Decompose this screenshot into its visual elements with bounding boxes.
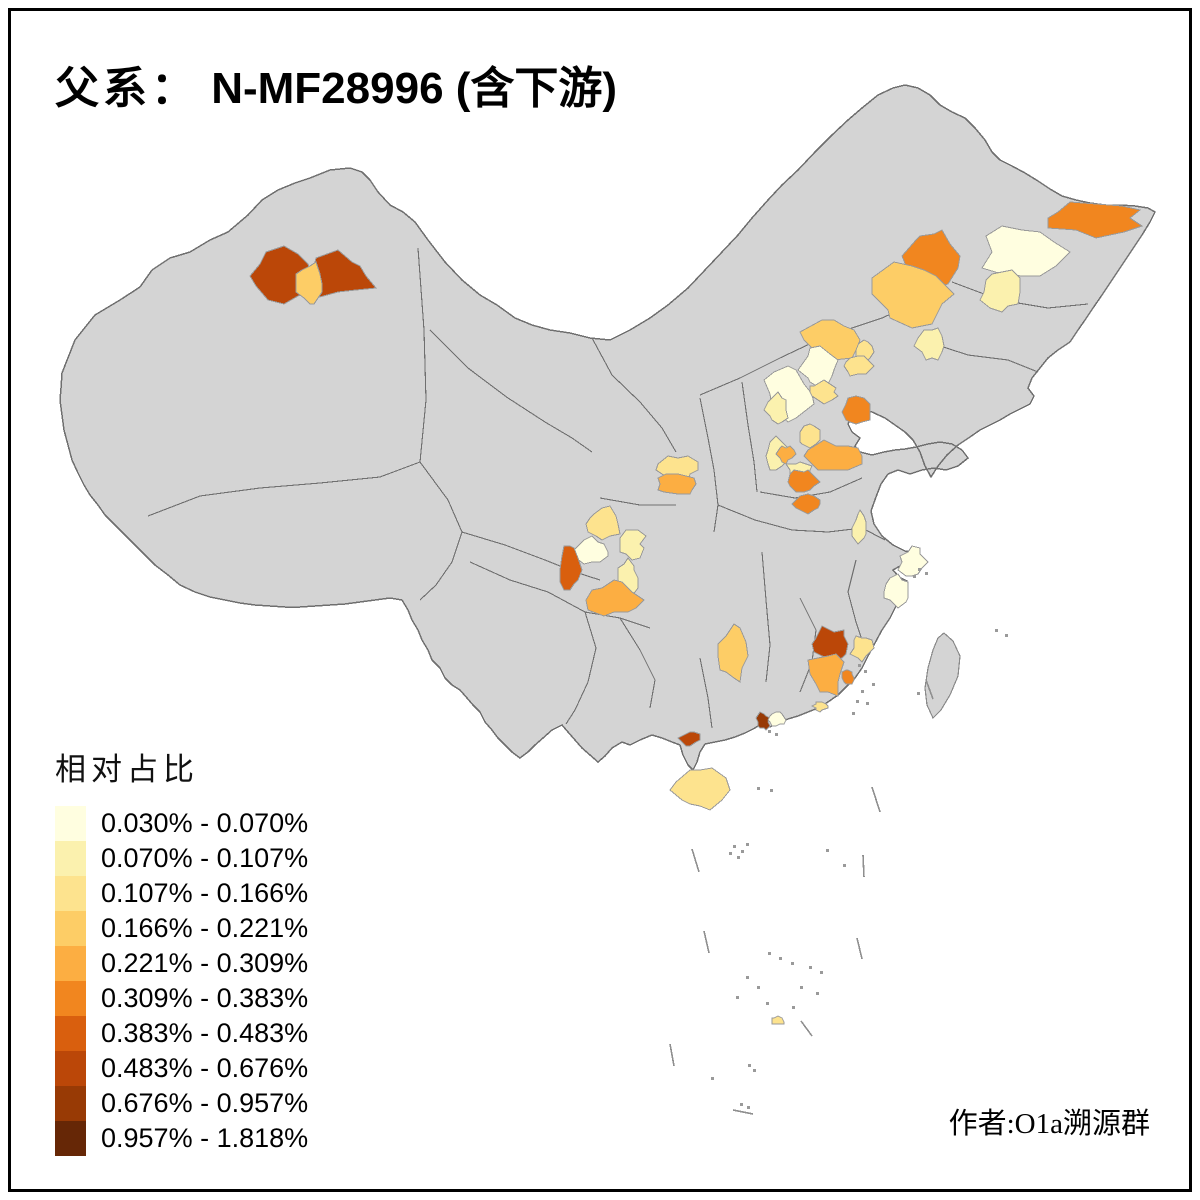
legend-rows: 0.030% - 0.070% 0.070% - 0.107% 0.107% - 0… bbox=[55, 806, 308, 1156]
legend-label: 0.166% - 0.221% bbox=[101, 913, 309, 943]
map-region bbox=[979, 269, 1021, 313]
legend-row: 0.030% - 0.070% bbox=[55, 806, 308, 841]
map-region bbox=[763, 391, 789, 425]
map-region bbox=[843, 355, 875, 377]
map-region bbox=[585, 579, 645, 617]
page-title: 父系： N-MF28996 (含下游) bbox=[55, 52, 617, 116]
legend-label: 0.957% - 1.818% bbox=[101, 1123, 309, 1153]
map-region bbox=[851, 509, 867, 545]
legend: 相对占比 0.030% - 0.070% 0.070% - 0.107% 0.107… bbox=[55, 744, 308, 1156]
map-region bbox=[841, 395, 871, 425]
map-region bbox=[901, 229, 961, 289]
legend-swatch bbox=[55, 946, 86, 981]
legend-row: 0.676% - 0.957% bbox=[55, 1086, 308, 1121]
map-region bbox=[811, 625, 849, 661]
legend-row: 0.221% - 0.309% bbox=[55, 946, 308, 981]
legend-row: 0.483% - 0.676% bbox=[55, 1051, 308, 1086]
map-region bbox=[585, 505, 621, 541]
legend-label: 0.483% - 0.676% bbox=[101, 1053, 309, 1083]
map-region bbox=[799, 423, 821, 449]
map-region bbox=[767, 711, 787, 727]
legend-row: 0.383% - 0.483% bbox=[55, 1016, 308, 1051]
map-region bbox=[849, 635, 875, 663]
china-mainland bbox=[59, 84, 1156, 772]
map-region bbox=[841, 669, 855, 685]
colored-prefectures bbox=[249, 201, 1144, 1025]
legend-row: 0.957% - 1.818% bbox=[55, 1121, 308, 1156]
map-region bbox=[791, 493, 821, 515]
legend-label: 0.383% - 0.483% bbox=[101, 1018, 309, 1048]
legend-row: 0.107% - 0.166% bbox=[55, 876, 308, 911]
map-region bbox=[807, 653, 845, 697]
map-region bbox=[913, 327, 945, 361]
legend-label: 0.676% - 0.957% bbox=[101, 1088, 309, 1118]
legend-label: 0.070% - 0.107% bbox=[101, 843, 309, 873]
legend-label: 0.030% - 0.070% bbox=[101, 808, 309, 838]
nine-dash-line bbox=[669, 679, 934, 1115]
map-region bbox=[775, 445, 797, 465]
map-region bbox=[883, 573, 909, 609]
legend-label: 0.221% - 0.309% bbox=[101, 948, 309, 978]
map-region bbox=[981, 225, 1071, 277]
map-region bbox=[717, 623, 749, 683]
legend-swatch bbox=[55, 1086, 86, 1121]
map-region bbox=[657, 473, 697, 495]
map-region bbox=[810, 701, 829, 713]
title-haplogroup: N-MF28996 (含下游) bbox=[199, 64, 618, 113]
legend-swatch bbox=[55, 876, 86, 911]
legend-swatch bbox=[55, 1016, 86, 1051]
legend-label: 0.107% - 0.166% bbox=[101, 878, 309, 908]
legend-swatch bbox=[55, 806, 86, 841]
legend-swatch bbox=[55, 911, 86, 946]
small-islands bbox=[711, 568, 1008, 1109]
legend-swatch bbox=[55, 1051, 86, 1086]
map-region bbox=[771, 1015, 785, 1025]
legend-title: 相对占比 bbox=[55, 752, 199, 787]
legend-swatch bbox=[55, 1121, 86, 1156]
map-region bbox=[677, 731, 701, 747]
legend-row: 0.166% - 0.221% bbox=[55, 911, 308, 946]
title-prefix: 父系： bbox=[55, 64, 199, 113]
legend-swatch bbox=[55, 841, 86, 876]
map-region bbox=[559, 545, 583, 591]
map-region bbox=[787, 469, 821, 493]
province-borders bbox=[147, 247, 1089, 729]
map-region bbox=[871, 261, 955, 329]
map-region bbox=[295, 261, 323, 305]
taiwan-island bbox=[924, 632, 961, 720]
map-region bbox=[619, 529, 647, 561]
legend-row: 0.070% - 0.107% bbox=[55, 841, 308, 876]
map-region bbox=[1047, 201, 1144, 239]
attribution: 作者:O1a溯源群 bbox=[948, 1108, 1150, 1140]
legend-label: 0.309% - 0.383% bbox=[101, 983, 309, 1013]
map-region bbox=[669, 767, 731, 811]
legend-swatch bbox=[55, 981, 86, 1016]
legend-row: 0.309% - 0.383% bbox=[55, 981, 308, 1016]
map-region bbox=[809, 379, 839, 405]
map-region bbox=[755, 711, 771, 731]
map-region bbox=[803, 439, 863, 471]
